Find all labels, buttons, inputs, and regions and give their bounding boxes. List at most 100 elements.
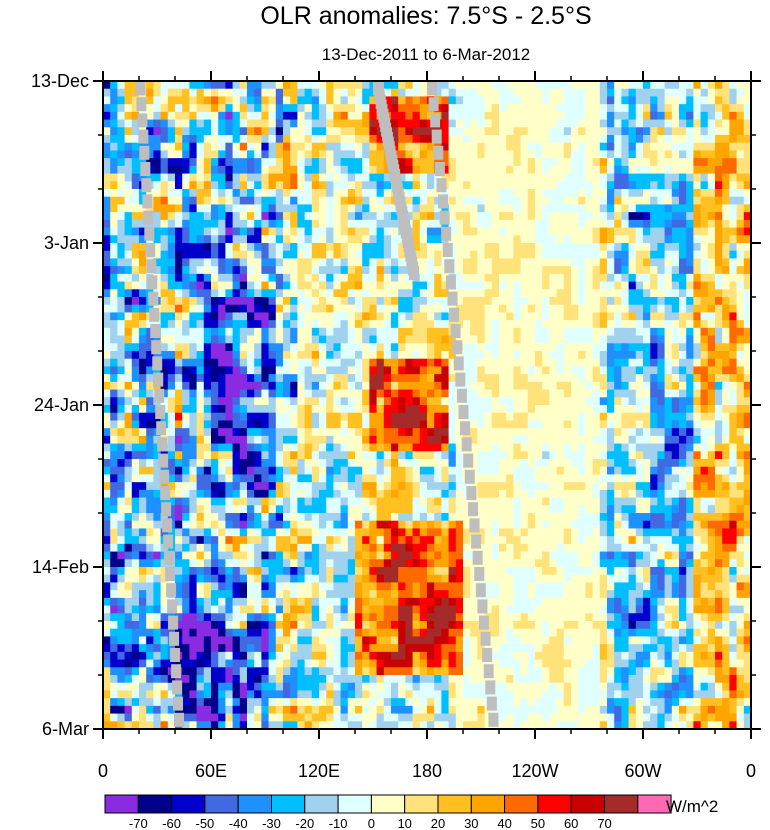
heatmap-cell: [167, 343, 176, 352]
heatmap-cell: [117, 721, 126, 729]
heatmap-cell: [203, 389, 212, 398]
heatmap-cell: [347, 497, 356, 506]
heatmap-cell: [283, 227, 291, 236]
heatmap-cell: [268, 659, 277, 668]
heatmap-cell: [391, 636, 399, 645]
heatmap-cell: [103, 443, 111, 452]
heatmap-cell: [383, 320, 392, 329]
heatmap-cell: [304, 690, 313, 699]
heatmap-cell: [268, 88, 277, 98]
heatmap-cell: [470, 327, 478, 337]
heatmap-cell: [347, 474, 356, 483]
heatmap-cell: [398, 466, 406, 476]
heatmap-cell: [268, 227, 277, 236]
heatmap-cell: [376, 682, 385, 692]
heatmap-cell: [139, 667, 147, 676]
heatmap-cell: [326, 513, 334, 522]
heatmap-cell: [261, 135, 270, 144]
heatmap-cell: [218, 312, 226, 321]
heatmap-cell: [167, 428, 176, 437]
heatmap-cell: [189, 513, 198, 522]
heatmap-cell: [499, 189, 507, 198]
heatmap-cell: [340, 196, 349, 206]
heatmap-cell: [491, 574, 500, 584]
heatmap-cell: [448, 173, 457, 182]
heatmap-cell: [203, 543, 212, 553]
heatmap-cell: [463, 335, 471, 344]
heatmap-cell: [333, 605, 342, 614]
heatmap-cell: [513, 621, 522, 630]
heatmap-cell: [175, 181, 183, 190]
heatmap-cell: [419, 659, 428, 668]
heatmap-cell: [441, 605, 450, 614]
heatmap-cell: [463, 81, 471, 90]
heatmap-cell: [268, 428, 277, 437]
heatmap-cell: [304, 474, 313, 483]
heatmap-cell: [218, 505, 226, 514]
heatmap-cell: [491, 582, 500, 591]
heatmap-cell: [477, 366, 486, 375]
heatmap-cell: [520, 405, 529, 414]
heatmap-cell: [355, 659, 363, 668]
heatmap-cell: [347, 613, 356, 622]
heatmap-cell: [513, 142, 522, 152]
heatmap-cell: [434, 389, 442, 398]
heatmap-cell: [117, 559, 126, 568]
heatmap-cell: [362, 536, 370, 545]
heatmap-cell: [153, 528, 162, 537]
heatmap-cell: [491, 312, 500, 321]
heatmap-cell: [175, 142, 183, 152]
heatmap-cell: [419, 119, 428, 128]
heatmap-cell: [491, 412, 500, 422]
heatmap-cell: [513, 335, 522, 344]
heatmap-cell: [297, 582, 306, 591]
heatmap-cell: [499, 590, 507, 599]
heatmap-cell: [362, 651, 370, 661]
heatmap-cell: [484, 466, 493, 476]
heatmap-cell: [427, 590, 435, 599]
heatmap-cell: [441, 536, 450, 545]
heatmap-cell: [405, 212, 414, 221]
heatmap-cell: [455, 88, 464, 98]
heatmap-cell: [455, 597, 464, 607]
heatmap-cell: [311, 659, 320, 668]
heatmap-cell: [196, 466, 205, 476]
heatmap-cell: [355, 420, 363, 429]
heatmap-cell: [232, 682, 241, 692]
heatmap-cell: [203, 559, 212, 568]
heatmap-cell: [520, 204, 529, 213]
heatmap-cell: [311, 597, 320, 607]
heatmap-cell: [319, 621, 327, 630]
heatmap-cell: [239, 705, 248, 715]
heatmap-cell: [117, 258, 126, 267]
heatmap-cell: [326, 366, 334, 375]
heatmap-cell: [319, 466, 327, 476]
heatmap-cell: [484, 551, 493, 560]
heatmap-cell: [297, 258, 306, 267]
heatmap-cell: [484, 189, 493, 198]
heatmap-cell: [376, 567, 385, 576]
heatmap-cell: [319, 343, 327, 352]
heatmap-cell: [506, 551, 514, 560]
heatmap-cell: [326, 343, 334, 352]
heatmap-cell: [311, 551, 320, 560]
heatmap-cell: [160, 266, 169, 275]
heatmap-cell: [232, 621, 241, 630]
heatmap-cell: [283, 636, 291, 645]
heatmap-cell: [283, 659, 291, 668]
heatmap-cell: [499, 366, 507, 375]
heatmap-cell: [412, 682, 421, 692]
heatmap-cell: [254, 219, 262, 229]
heatmap-cell: [455, 574, 464, 584]
heatmap-cell: [383, 698, 392, 707]
heatmap-cell: [103, 127, 111, 136]
heatmap-cell: [448, 505, 457, 514]
heatmap-cell: [391, 212, 399, 221]
heatmap-cell: [283, 243, 291, 252]
heatmap-cell: [463, 374, 471, 383]
heatmap-cell: [182, 389, 190, 398]
heatmap-cell: [527, 127, 536, 136]
heatmap-cell: [362, 628, 370, 638]
heatmap-cell: [196, 482, 205, 491]
heatmap-cell: [203, 482, 212, 491]
